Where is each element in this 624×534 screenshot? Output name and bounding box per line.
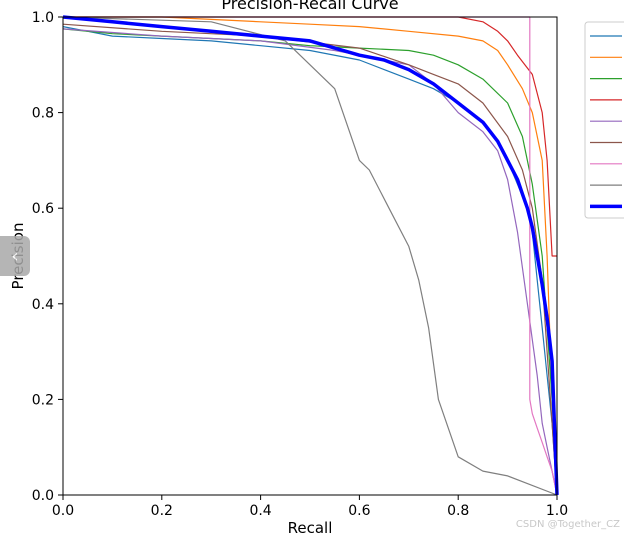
series-line-5 [62, 28, 558, 496]
x-tick-label: 1.0 [546, 503, 568, 519]
series-line-7 [63, 16, 558, 496]
series-line-2 [63, 16, 558, 496]
x-tick-label: 0.8 [447, 503, 469, 519]
x-tick-label: 0.0 [52, 503, 74, 519]
legend-box [584, 21, 624, 219]
y-tick-label: 0.4 [32, 297, 54, 313]
y-tick-label: 1.0 [32, 10, 54, 26]
series-line-1 [62, 26, 558, 496]
x-axis-label: Recall [288, 519, 333, 534]
chevron-left-icon: ‹ [11, 245, 19, 267]
y-tick-label: 0.2 [32, 392, 54, 408]
plot-frame [62, 16, 558, 496]
y-tick-label: 0.0 [32, 488, 54, 504]
legend [584, 21, 624, 219]
side-panel-handle[interactable]: ‹ [0, 236, 30, 276]
series-line-6 [62, 23, 558, 496]
x-tick-label: 0.4 [249, 503, 271, 519]
series-line-9 [62, 15, 559, 496]
tick-layer: 0.0 0.2 0.4 0.6 0.8 1.0 0.0 0.2 0.4 0.6 0.8 1.0 [32, 10, 568, 519]
series-line-8 [62, 16, 558, 496]
y-tick-label: 0.6 [32, 201, 54, 217]
y-tick-label: 0.8 [32, 106, 54, 122]
watermark: CSDN @Together_CZ [515, 519, 620, 530]
series-line-3 [62, 28, 558, 496]
series-layer [62, 15, 559, 496]
series-line-4 [63, 16, 557, 257]
x-tick-label: 0.2 [151, 503, 173, 519]
chart-title: Precision-Recall Curve [221, 0, 398, 13]
legend-items [590, 35, 622, 209]
x-tick-label: 0.6 [348, 503, 370, 519]
